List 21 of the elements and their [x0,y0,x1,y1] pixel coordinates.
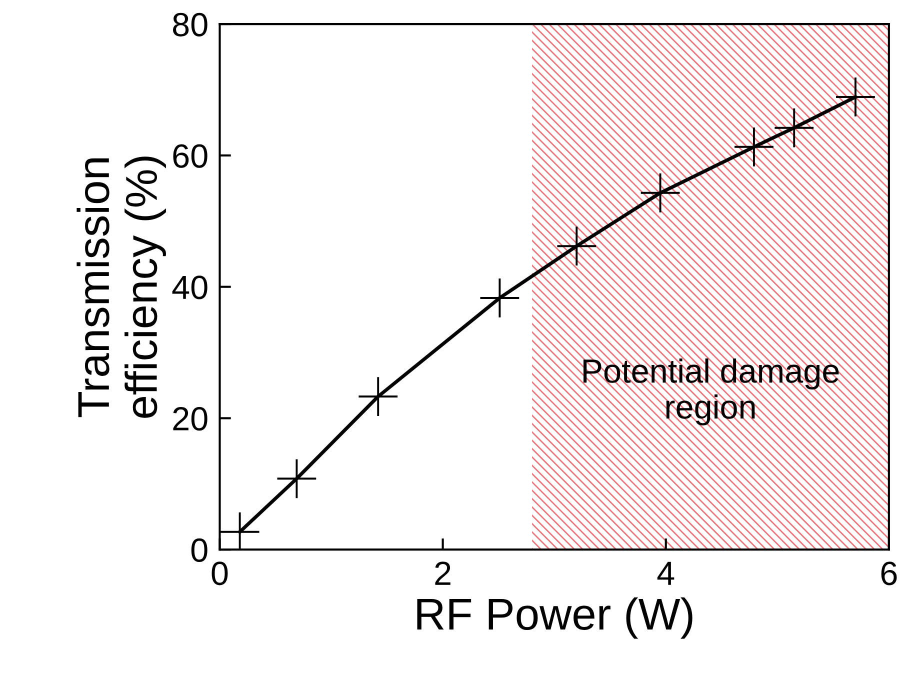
y-axis-title: Transmission efficiency (%) [76,156,166,418]
x-tick-label: 2 [435,562,450,585]
point [734,127,774,166]
point [220,512,260,550]
point [358,377,398,416]
y-tick-label: 80 [173,12,208,36]
point [277,459,316,498]
point [640,173,680,212]
x-tick-label: 0 [212,562,228,586]
y-tick-label: 0 [191,538,208,562]
y-tick-label: 60 [173,144,208,168]
band-label: Potential damage region [584,358,839,426]
y-tick-label: 20 [173,407,208,431]
point [774,108,814,148]
y-tick-label: 40 [172,276,208,300]
x-tick-label: 6 [881,562,897,586]
point [836,78,875,116]
x-axis-title: RF Power (W) [417,597,692,639]
point [557,226,596,266]
point [480,278,520,318]
x-tick-label: 4 [657,562,674,585]
